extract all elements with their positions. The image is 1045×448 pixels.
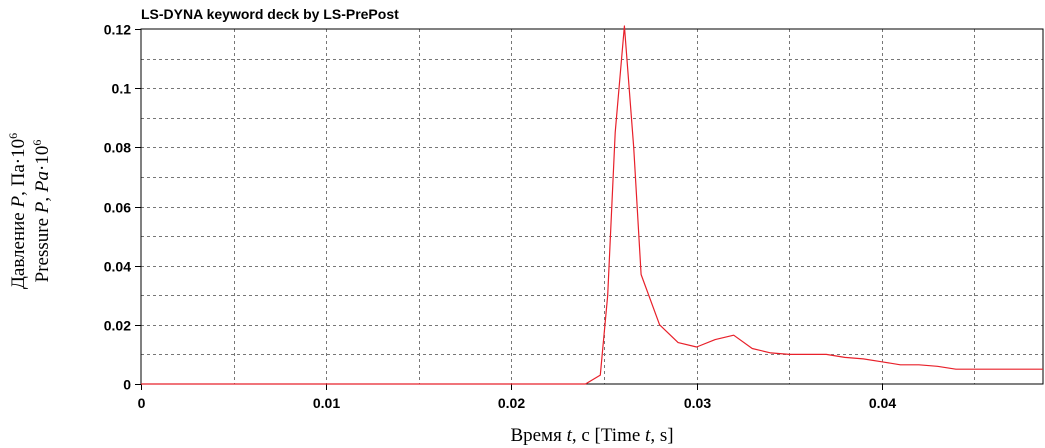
grid-lines xyxy=(141,29,1043,384)
y-axis-label-line1: Давление P, Па·106 xyxy=(6,133,29,289)
x-tick-label: 0.04 xyxy=(869,395,896,411)
y-axis-label-line2: Pressure P, Pa·106 xyxy=(30,140,53,283)
y-tick-label: 0.08 xyxy=(104,140,131,156)
series-layer xyxy=(141,25,1043,385)
x-tick-label: 0.03 xyxy=(684,395,711,411)
y-tick-label: 0.12 xyxy=(104,22,131,38)
x-tick-label: 0.02 xyxy=(498,395,525,411)
x-tick-label: 0.01 xyxy=(313,395,340,411)
y-tick-label: 0.02 xyxy=(104,318,131,334)
series-line xyxy=(141,25,1043,385)
y-tick-label: 0 xyxy=(123,377,131,393)
chart-title: LS-DYNA keyword deck by LS-PrePost xyxy=(141,6,399,22)
x-axis-label: Время t, с [Time t, s] xyxy=(510,425,673,446)
y-tick-label: 0.04 xyxy=(104,259,131,275)
y-tick-label: 0.06 xyxy=(104,200,131,216)
axis-ticks: 0 0.01 0.02 0.03 0.04 0 0.02 0.04 0.06 0.08 0.1 0.1… xyxy=(104,22,897,412)
plot-frame xyxy=(140,28,1044,385)
y-tick-label: 0.1 xyxy=(112,81,132,97)
x-tick-label: 0 xyxy=(138,395,146,411)
